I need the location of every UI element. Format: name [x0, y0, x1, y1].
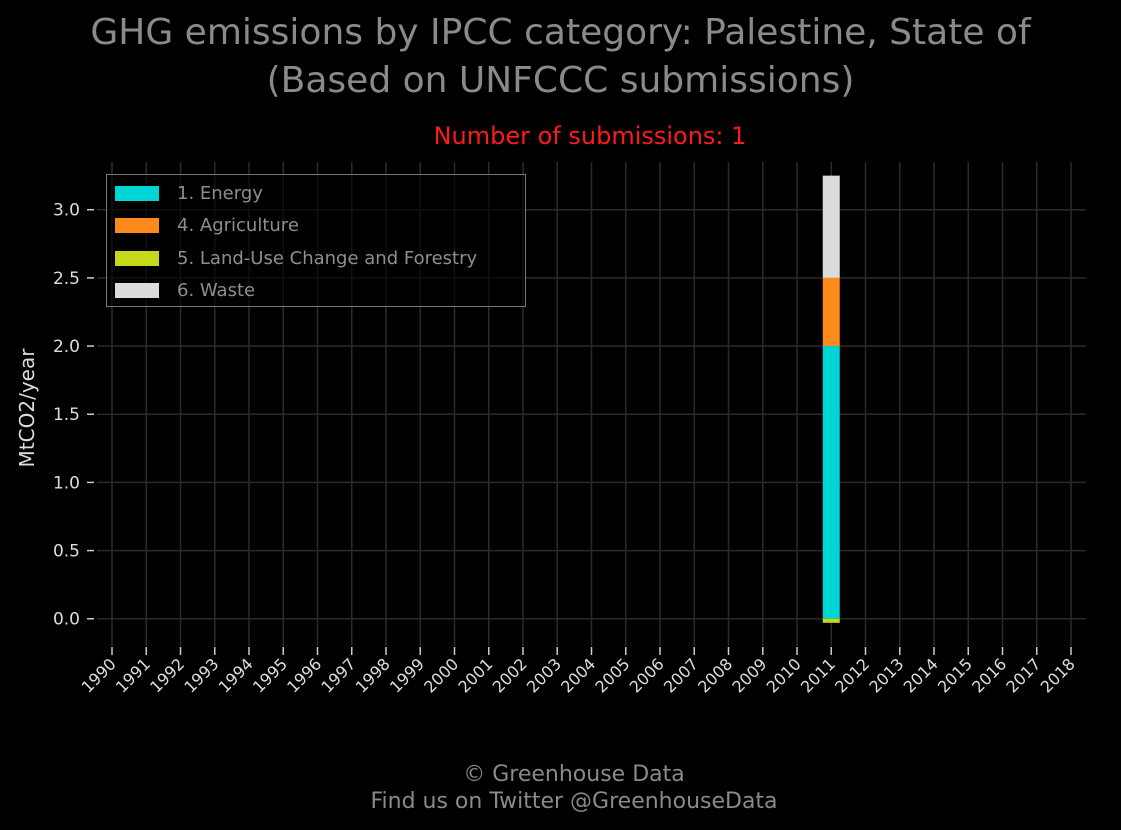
- legend-swatch: [115, 283, 159, 298]
- legend-item: 6. Waste: [115, 279, 255, 303]
- x-tick-label: 1997: [317, 654, 359, 696]
- bar-segment: [822, 175, 840, 278]
- x-tick-label: 2009: [728, 654, 770, 696]
- legend-item: 4. Agriculture: [115, 214, 299, 238]
- y-tick-label: 3.0: [53, 201, 80, 221]
- x-tick-label: 2002: [489, 654, 531, 696]
- x-tick-label: 2006: [626, 654, 668, 696]
- x-tick-label: 1993: [180, 654, 222, 696]
- legend-label: 6. Waste: [177, 280, 256, 301]
- x-tick-label: 2014: [900, 654, 942, 696]
- bar-segment: [822, 346, 840, 619]
- x-tick-label: 1999: [386, 654, 428, 696]
- legend-item: 5. Land-Use Change and Forestry: [115, 246, 477, 270]
- x-tick-label: 2015: [934, 654, 976, 696]
- legend-swatch: [115, 185, 159, 201]
- x-tick-label: 2001: [454, 654, 496, 696]
- x-tick-label: 1994: [215, 654, 257, 696]
- bar-chart: 0.00.51.01.52.02.53.01990199119921993199…: [15, 162, 1086, 697]
- x-tick-label: 1991: [112, 654, 154, 696]
- x-tick-label: 2018: [1037, 654, 1079, 696]
- y-tick-label: 0.0: [53, 610, 80, 630]
- y-tick-label: 2.0: [53, 337, 80, 357]
- legend-swatch: [115, 218, 159, 233]
- x-tick-label: 1992: [146, 654, 188, 696]
- x-tick-label: 2016: [968, 654, 1010, 696]
- legend-label: 1. Energy: [177, 182, 263, 204]
- chart-title-line2: (Based on UNFCCC submissions): [266, 60, 855, 101]
- x-tick-label: 2000: [420, 654, 462, 696]
- footer-copyright: © Greenhouse Data: [463, 762, 685, 787]
- y-tick-label: 1.5: [53, 405, 80, 425]
- x-tick-label: 1990: [78, 654, 120, 696]
- y-tick-label: 0.5: [53, 542, 80, 562]
- x-tick-label: 2008: [694, 654, 736, 696]
- chart-title: GHG emissions by IPCC category: Palestin…: [90, 12, 1031, 53]
- y-tick-label: 2.5: [53, 269, 80, 289]
- legend-item: 1. Energy: [115, 181, 263, 205]
- bar-segment: [822, 618, 840, 623]
- legend-label: 5. Land-Use Change and Forestry: [177, 247, 478, 269]
- x-tick-label: 2003: [523, 654, 565, 696]
- y-tick-label: 1.0: [53, 473, 80, 493]
- chart-subtitle: Number of submissions: 1: [433, 122, 747, 150]
- x-tick-label: 2007: [660, 654, 702, 696]
- bar-segment: [822, 277, 840, 347]
- x-tick-label: 2013: [865, 654, 907, 696]
- legend-swatch: [115, 250, 159, 266]
- x-tick-label: 1996: [283, 654, 325, 696]
- x-tick-label: 1998: [352, 654, 394, 696]
- y-axis-label: MtCO2/year: [15, 348, 39, 468]
- x-tick-label: 2005: [591, 654, 633, 696]
- x-tick-label: 2010: [763, 654, 805, 696]
- x-tick-label: 2004: [557, 654, 599, 696]
- legend-label: 4. Agriculture: [177, 215, 299, 236]
- x-tick-label: 2011: [797, 654, 839, 696]
- chart-legend: 1. Energy 4. Agriculture 5. Land-Use Chang…: [106, 174, 526, 307]
- footer-twitter: Find us on Twitter @GreenhouseData: [370, 789, 778, 814]
- x-tick-label: 2012: [831, 654, 873, 696]
- x-tick-label: 1995: [249, 654, 291, 696]
- x-tick-label: 2017: [1002, 654, 1044, 696]
